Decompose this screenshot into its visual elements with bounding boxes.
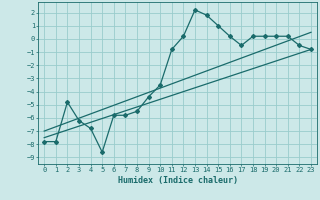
X-axis label: Humidex (Indice chaleur): Humidex (Indice chaleur)	[118, 176, 238, 185]
